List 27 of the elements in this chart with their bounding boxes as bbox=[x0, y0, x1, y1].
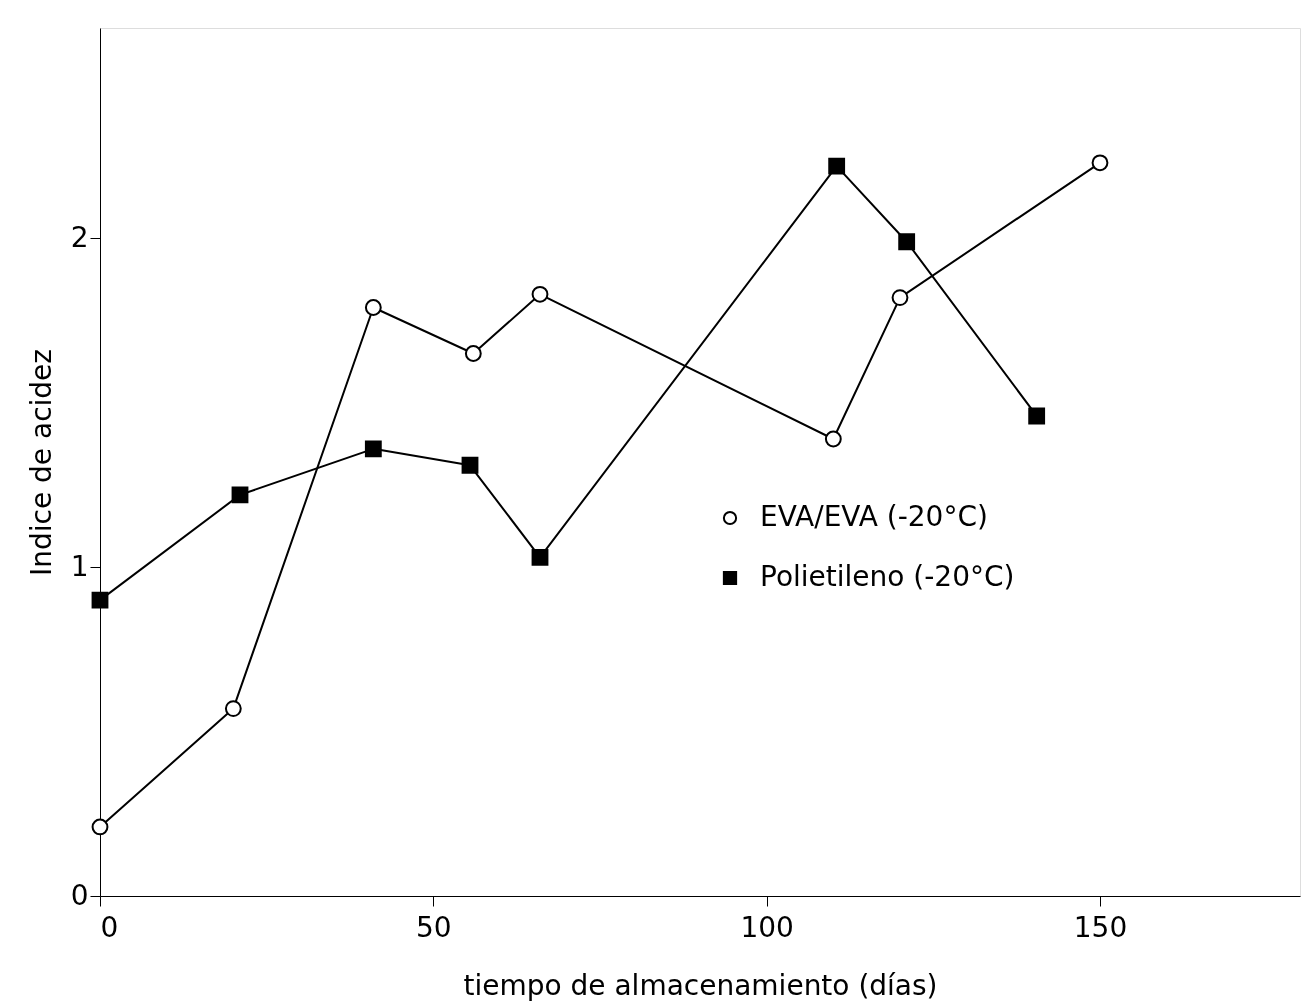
point bbox=[91, 818, 109, 836]
point bbox=[824, 430, 842, 448]
x-tick-label: 0 bbox=[100, 910, 119, 944]
x-axis-title: tiempo de almacenamiento (días) bbox=[463, 968, 938, 1002]
point bbox=[828, 157, 846, 175]
x-tick-label: 150 bbox=[1073, 910, 1128, 944]
point bbox=[91, 591, 109, 609]
point bbox=[1091, 154, 1109, 172]
point bbox=[531, 548, 549, 566]
point bbox=[891, 289, 909, 307]
y-tick-label: 0 bbox=[70, 878, 89, 912]
point bbox=[231, 486, 249, 504]
point bbox=[224, 700, 242, 717]
legend-label: Polietileno (-20°C) bbox=[760, 560, 1015, 593]
y-tick-label: 2 bbox=[70, 220, 89, 254]
point bbox=[531, 285, 549, 303]
point bbox=[461, 456, 479, 474]
point bbox=[1028, 407, 1046, 425]
y-axis-title: Indice de acidez bbox=[24, 348, 58, 577]
legend-label: EVA/EVA (-20°C) bbox=[760, 500, 988, 533]
point bbox=[364, 299, 382, 316]
y-tick-label: 1 bbox=[70, 549, 89, 583]
x-tick-label: 50 bbox=[416, 910, 452, 944]
x-tick-label: 100 bbox=[740, 910, 794, 944]
point bbox=[364, 440, 382, 458]
point bbox=[898, 233, 916, 251]
point bbox=[464, 345, 482, 362]
